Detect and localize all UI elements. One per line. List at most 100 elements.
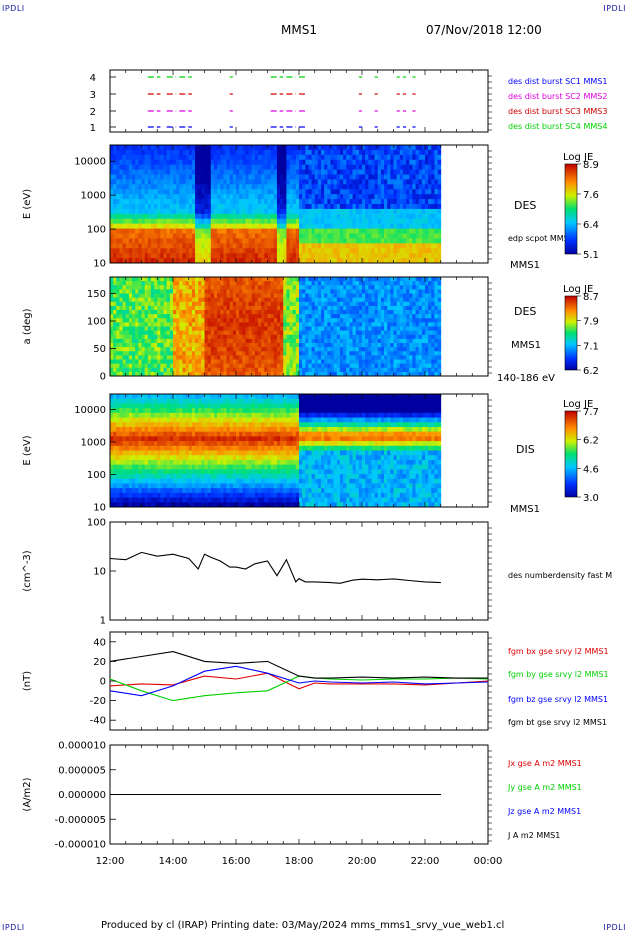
heatmap-cell (365, 293, 369, 299)
heatmap-cell (226, 248, 231, 254)
heatmap-cell (371, 371, 375, 377)
heatmap-cell (132, 253, 136, 259)
heatmap-cell (179, 293, 183, 299)
heatmap-cell (135, 204, 139, 210)
heatmap-cell (431, 199, 435, 205)
heatmap-cell (157, 314, 161, 319)
heatmap-cell (264, 233, 268, 239)
heatmap-cell (402, 208, 407, 215)
heatmap-cell (380, 314, 385, 319)
heatmap-cell (355, 334, 360, 340)
heatmap-cell (144, 243, 149, 249)
heatmap-cell (317, 277, 322, 282)
heatmap-cell (154, 301, 158, 307)
heatmap-cell (283, 258, 287, 264)
heatmap-cell (286, 149, 290, 156)
heatmap-cell (239, 363, 243, 369)
heatmap-cell (188, 351, 193, 356)
heatmap-cell (330, 238, 335, 244)
heatmap-cell (355, 359, 360, 365)
heatmap-cell (374, 338, 379, 344)
heatmap-cell (195, 164, 199, 170)
heatmap-cell (147, 208, 152, 215)
heatmap-cell (349, 367, 353, 373)
heatmap-cell (226, 347, 231, 352)
heatmap-cell (110, 305, 114, 311)
heatmap-cell (289, 204, 294, 210)
heatmap-cell (160, 277, 164, 282)
heatmap-cell (289, 285, 294, 290)
heatmap-cell (352, 149, 357, 156)
heatmap-cell (264, 213, 268, 220)
heatmap-cell (299, 248, 303, 254)
heatmap-cell (150, 338, 155, 344)
heatmap-cell (258, 310, 262, 315)
heatmap-cell (402, 347, 407, 352)
heatmap-cell (267, 371, 272, 377)
heatmap-cell (204, 238, 209, 244)
heatmap-cell (128, 355, 133, 360)
heatmap-cell (207, 199, 212, 205)
heatmap-cell (428, 194, 432, 200)
heatmap-cell (273, 322, 278, 327)
heatmap-cell (217, 169, 221, 175)
heatmap-cell (163, 293, 168, 299)
heatmap-cell (135, 277, 139, 282)
heatmap-cell (267, 347, 272, 352)
heatmap-cell (236, 194, 240, 200)
heatmap-cell (113, 164, 117, 170)
heatmap-cell (396, 310, 401, 315)
heatmap-cell (355, 154, 360, 161)
heatmap-cell (431, 233, 435, 239)
heatmap-cell (305, 326, 309, 332)
heatmap-cell (390, 238, 394, 244)
heatmap-cell (371, 194, 375, 200)
heatmap-cell (110, 145, 114, 151)
heatmap-cell (428, 199, 432, 205)
heatmap-cell (122, 322, 127, 327)
heatmap-cell (299, 179, 303, 185)
heatmap-cell (242, 248, 246, 254)
heatmap-cell (299, 228, 303, 234)
heatmap-cell (169, 330, 174, 336)
heatmap-cell (393, 154, 398, 161)
heatmap-cell (330, 281, 335, 286)
heatmap-cell (371, 338, 375, 344)
heatmap-cell (333, 164, 338, 170)
heatmap-cell (147, 355, 152, 360)
heatmap-cell (248, 363, 253, 369)
heatmap-cell (261, 322, 265, 327)
heatmap-cell (308, 233, 312, 239)
heatmap-cell (116, 213, 120, 220)
heatmap-cell (125, 281, 130, 286)
heatmap-cell (179, 204, 183, 210)
heatmap-cell (207, 318, 212, 323)
heatmap-cell (223, 223, 227, 229)
heatmap-cell (390, 318, 394, 323)
heatmap-cell (311, 208, 316, 215)
heatmap-cell (393, 277, 398, 282)
heatmap-cell (248, 334, 253, 340)
heatmap-cell (226, 228, 231, 234)
heatmap-cell (210, 330, 215, 336)
heatmap-cell (384, 194, 388, 200)
heatmap-cell (135, 145, 139, 151)
heatmap-cell (406, 213, 410, 220)
heatmap-cell (128, 159, 133, 166)
heatmap-cell (182, 330, 186, 336)
heatmap-cell (384, 285, 388, 290)
heatmap-cell (173, 318, 177, 323)
heatmap-cell (425, 258, 429, 264)
heatmap-cell (195, 159, 199, 166)
heatmap-cell (368, 233, 372, 239)
heatmap-cell (346, 289, 350, 294)
heatmap-cell (406, 223, 410, 229)
heatmap-cell (248, 149, 253, 156)
heatmap-cell (286, 285, 290, 290)
heatmap-cell (138, 359, 142, 365)
heatmap-cell (179, 169, 183, 175)
heatmap-cell (396, 281, 401, 286)
heatmap-cell (116, 277, 120, 282)
heatmap-cell (125, 277, 130, 282)
heatmap-cell (368, 243, 372, 249)
